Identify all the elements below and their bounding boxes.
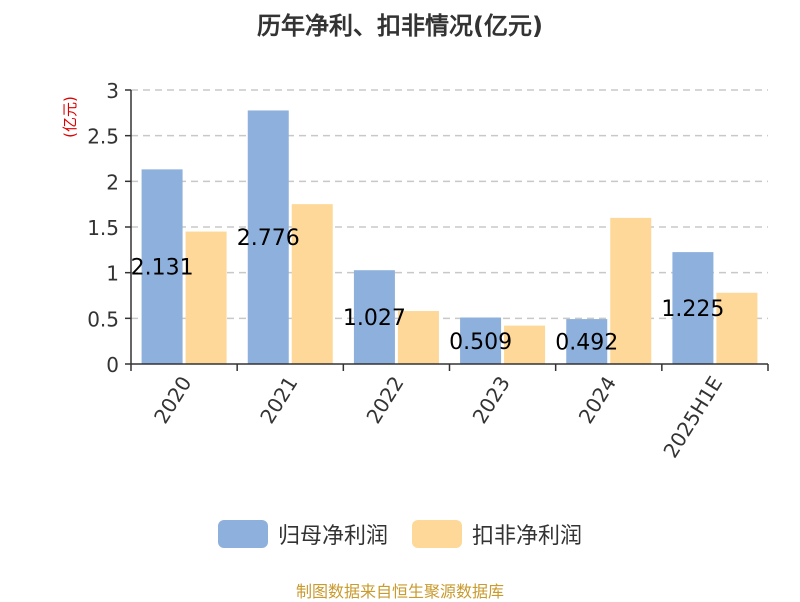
chart-title: 历年净利、扣非情况(亿元) <box>257 12 543 40</box>
bar-series-2[interactable] <box>504 325 546 364</box>
y-tick-label: 1 <box>106 262 119 286</box>
data-label: 2.776 <box>237 226 300 251</box>
data-label: 0.509 <box>449 330 512 355</box>
bar-series-1[interactable] <box>460 317 502 364</box>
x-tick-label: 2022 <box>361 372 408 428</box>
data-label: 1.027 <box>343 306 406 331</box>
x-tick-label: 2025H1E <box>658 372 727 462</box>
data-label: 0.492 <box>555 331 618 356</box>
bar-series-2[interactable] <box>397 311 439 364</box>
bar-series-2[interactable] <box>185 231 227 364</box>
legend-label-series-2: 扣非净利润 <box>472 524 583 549</box>
x-tick-label: 2023 <box>467 372 514 428</box>
x-tick-label: 2020 <box>149 372 196 428</box>
y-tick-label: 0 <box>106 353 119 377</box>
source-note: 制图数据来自恒生聚源数据库 <box>295 582 504 601</box>
bar-series-1[interactable] <box>672 252 714 364</box>
gridlines <box>131 89 768 320</box>
y-tick-label: 0.5 <box>87 307 119 331</box>
legend-swatch-series-1 <box>217 520 268 548</box>
data-labels: 2.131 2.776 1.027 0.509 0.492 1.225 <box>131 226 725 355</box>
data-label: 2.131 <box>131 256 194 281</box>
legend-item-series-2[interactable]: 扣非净利润 <box>412 518 582 550</box>
bar-series-2[interactable] <box>291 204 333 364</box>
y-tick-label: 2 <box>106 170 119 194</box>
y-tick-label: 2.5 <box>87 125 119 149</box>
bar-series-1[interactable] <box>566 319 608 364</box>
y-tick-label: 1.5 <box>87 216 119 240</box>
bar-series-1[interactable] <box>353 270 395 364</box>
legend-swatch-series-2 <box>412 520 462 548</box>
legend: 归母净利润 扣非净利润 <box>0 518 800 550</box>
x-tick-label: 2024 <box>574 372 621 428</box>
y-axis-label: (亿元) <box>61 96 79 138</box>
bar-series-2[interactable] <box>716 292 758 364</box>
bar-series-1[interactable] <box>141 169 183 364</box>
data-label: 1.225 <box>661 297 724 322</box>
bars <box>141 110 758 364</box>
bar-series-1[interactable] <box>247 110 289 364</box>
x-tick-label: 2021 <box>255 372 302 428</box>
legend-label-series-1: 归母净利润 <box>277 524 388 549</box>
legend-item-series-1[interactable]: 归母净利润 <box>217 518 388 550</box>
bar-series-2[interactable] <box>610 217 652 364</box>
y-tick-label: 3 <box>106 79 119 103</box>
